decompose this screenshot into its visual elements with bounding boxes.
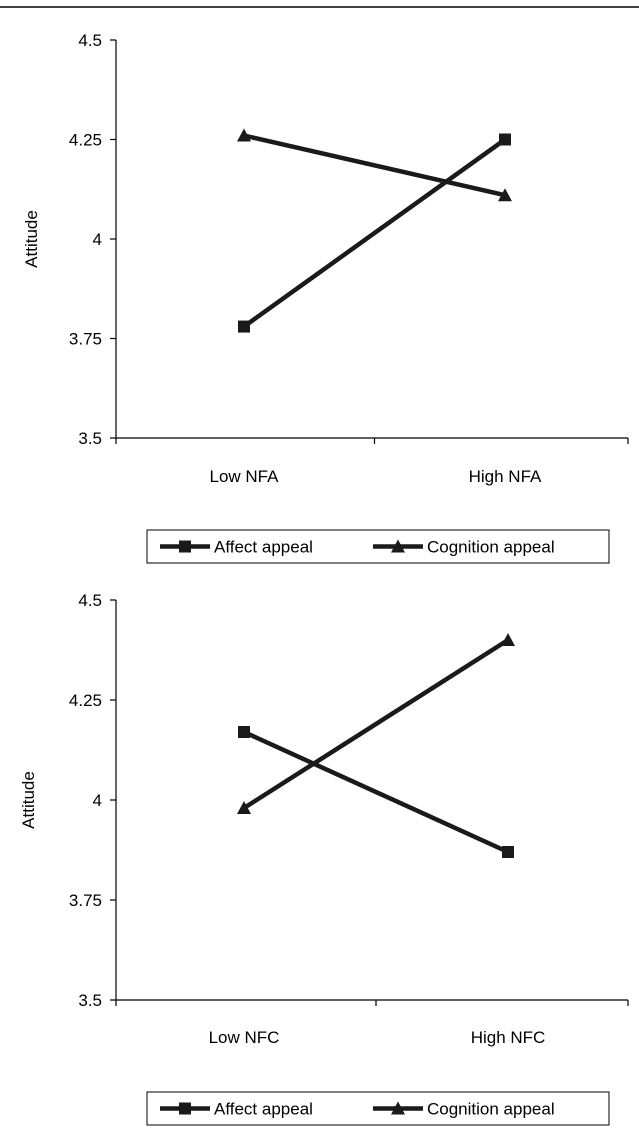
data-point [237,801,251,814]
y-tick-label: 4.25 [69,131,102,150]
series-line [243,729,509,855]
data-point [502,846,514,858]
legend-marker [179,540,191,553]
legend-label: Affect appeal [214,1100,313,1119]
y-tick-label: 3.5 [78,429,102,448]
y-tick-label: 4.5 [78,591,102,610]
x-tick-label: High NFC [471,1028,546,1047]
legend: Affect appeal Cognition appeal [146,529,610,564]
chart-nfc: 3.5 3.75 4 4.25 4.5 Low NFC High NFC Attitude Af… [19,591,629,1126]
legend-marker [391,1101,405,1115]
legend-label: Affect appeal [214,538,313,557]
data-point [238,320,250,333]
data-point [499,133,511,146]
legend-label: Cognition appeal [427,1100,555,1119]
y-tick-label: 3.75 [69,891,102,910]
legend-marker [179,1102,191,1115]
series-line [243,133,506,198]
series-line [242,638,510,810]
y-tick-label: 4 [93,230,102,249]
y-tick-label: 3.75 [69,330,102,349]
y-axis-title: Attitude [19,771,38,829]
x-tick-label: Low NFC [209,1028,280,1047]
data-point [238,726,250,738]
chart-nfa: 3.5 3.75 4 4.25 4.5 Low NFA High NFA Attitude Af… [22,31,629,564]
y-tick-label: 4 [93,791,102,810]
series-line [242,137,507,329]
data-point [237,128,251,142]
legend: Affect appeal Cognition appeal [146,1091,610,1126]
x-tick-label: High NFA [469,467,542,486]
y-tick-label: 3.5 [78,991,102,1010]
data-point [498,188,512,202]
y-axis-title: Attitude [22,210,41,268]
x-tick-label: Low NFA [210,467,280,486]
legend-label: Cognition appeal [427,538,555,557]
data-point [501,633,515,646]
legend-marker [391,539,405,553]
y-tick-label: 4.5 [78,31,102,50]
y-tick-label: 4.25 [69,691,102,710]
